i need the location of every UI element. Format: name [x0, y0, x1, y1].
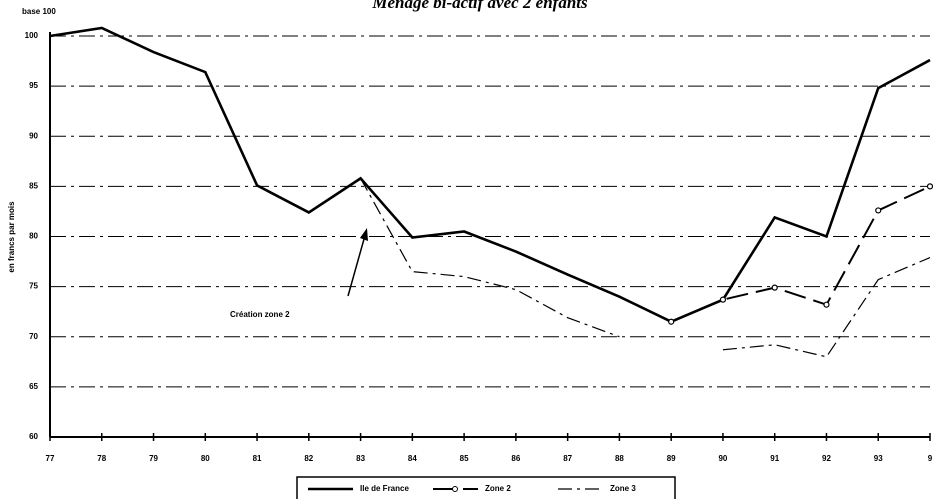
y-tick-label: 75: [29, 282, 38, 291]
annotation: Création zone 2: [230, 310, 290, 319]
x-tick-label: 85: [460, 454, 469, 463]
y-tick-label: 100: [25, 31, 39, 40]
x-tick-label: 84: [408, 454, 417, 463]
x-tick-label: 82: [304, 454, 313, 463]
x-tick-label: 81: [253, 454, 262, 463]
y-unit-label: base 100: [22, 7, 56, 16]
legend-box: [296, 476, 676, 499]
x-tick-label: 92: [822, 454, 831, 463]
y-tick-label: 65: [29, 382, 38, 391]
x-tick-label: 79: [149, 454, 158, 463]
point: [719, 296, 727, 303]
chart-title: Ménage bi-actif avec 2 enfants: [371, 0, 588, 12]
series-line: [49, 26, 931, 324]
legend-label: Ile de France: [360, 484, 409, 493]
point: [875, 207, 882, 214]
x-tick-label: 93: [874, 454, 883, 463]
series-line: [670, 185, 931, 323]
x-tick-label: 89: [667, 454, 676, 463]
legend-label: Zone 3: [610, 484, 636, 493]
series-line: [360, 178, 931, 358]
x-tick-label: 90: [718, 454, 727, 463]
x-tick-label: 9: [928, 454, 933, 463]
x-tick-label: 88: [615, 454, 624, 463]
y-tick-label: 70: [29, 332, 38, 341]
x-tick-label: 86: [511, 454, 520, 463]
point: [771, 284, 778, 291]
x-tick-label: 77: [46, 454, 55, 463]
y-tick-label: 85: [29, 181, 38, 190]
legend-marker: [452, 486, 458, 492]
y-tick-label: 80: [29, 232, 38, 241]
x-tick-label: 91: [770, 454, 779, 463]
point: [668, 318, 675, 325]
annotation-arrow: [347, 231, 367, 297]
y-tick-label: 60: [29, 432, 38, 441]
y-tick-label: 90: [29, 131, 38, 140]
x-tick-label: 87: [563, 454, 572, 463]
arrow-head: [360, 228, 368, 241]
x-tick-label: 80: [201, 454, 210, 463]
point: [823, 301, 830, 308]
point: [926, 183, 933, 190]
x-tick-label: 78: [97, 454, 106, 463]
x-tick-label: 83: [356, 454, 365, 463]
y-tick-label: 95: [29, 81, 38, 90]
y-axis-label: en francs par mois: [7, 201, 16, 273]
legend-label: Zone 2: [485, 484, 511, 493]
